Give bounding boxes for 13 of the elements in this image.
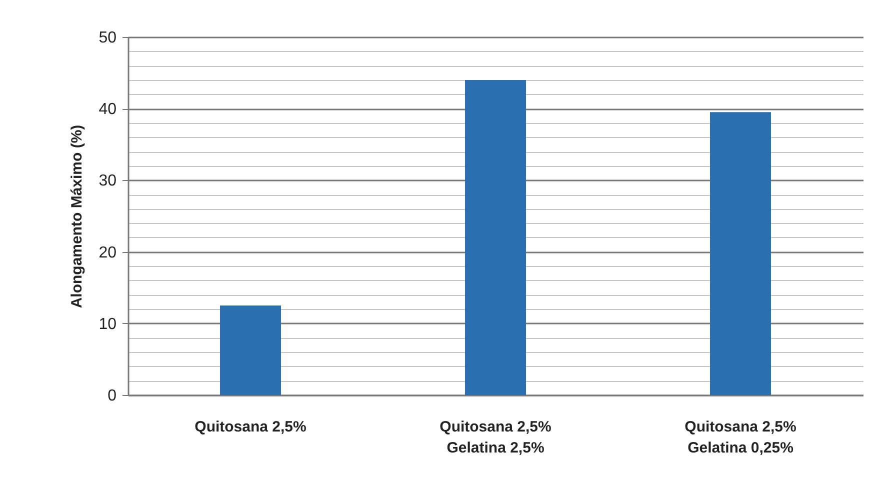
x-tick-label: Quitosana 2,5% Gelatina 0,25% <box>684 418 796 456</box>
bar <box>710 112 771 395</box>
bar <box>465 80 526 395</box>
y-tick-label: 40 <box>98 101 117 118</box>
y-tick-label: 20 <box>98 244 117 262</box>
y-tick-label: 30 <box>98 172 117 190</box>
y-tick-label: 50 <box>98 30 117 46</box>
y-tick-label: 0 <box>108 388 117 404</box>
x-tick-label: Quitosana 2,5% <box>194 418 306 436</box>
y-tick-label: 10 <box>98 316 117 333</box>
bar <box>220 306 281 395</box>
x-tick-label: Quitosana 2,5% Gelatina 2,5% <box>440 418 552 456</box>
y-axis-title: Alongamento Máximo (%) <box>68 124 86 308</box>
